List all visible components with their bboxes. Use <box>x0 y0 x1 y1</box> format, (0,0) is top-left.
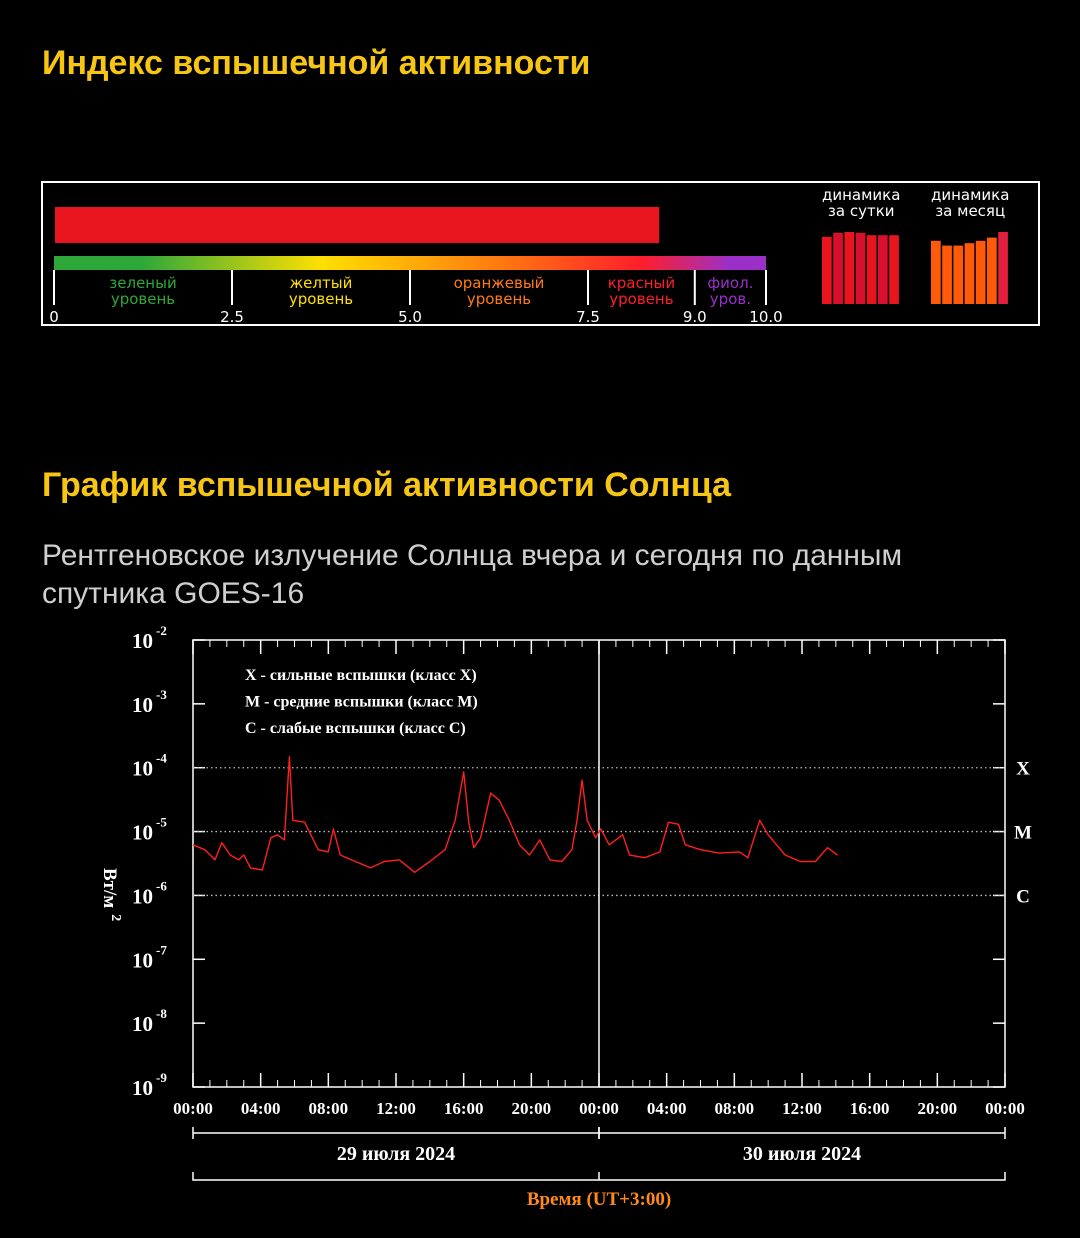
zone-label: желтый <box>290 274 353 292</box>
level-scale <box>54 256 766 270</box>
x-tick-label: 12:00 <box>376 1099 416 1118</box>
zone-label: уров. <box>710 290 751 308</box>
x-axis-title: Время (UT+3:00) <box>527 1189 671 1210</box>
bar <box>866 235 877 304</box>
zone-label: уровень <box>467 290 531 308</box>
y-tick-exp: -5 <box>156 815 167 830</box>
bar <box>953 245 964 304</box>
x-tick-label: 12:00 <box>782 1099 822 1118</box>
y-tick-label: 10 <box>132 948 153 972</box>
zone-label: красный <box>608 274 675 292</box>
y-tick-exp: -9 <box>156 1070 167 1085</box>
bar <box>844 232 855 304</box>
x-tick-label: 00:00 <box>173 1099 213 1118</box>
x-tick-label: 20:00 <box>917 1099 957 1118</box>
bar <box>998 232 1008 304</box>
y-tick-exp: -8 <box>156 1006 167 1021</box>
date-label: 30 июля 2024 <box>743 1143 861 1165</box>
mini-title: динамика <box>822 186 900 204</box>
bar <box>889 235 899 304</box>
tick-label: 7.5 <box>576 308 600 326</box>
tick-label: 9.0 <box>683 308 707 326</box>
bar <box>855 232 866 304</box>
mini-title: динамика <box>931 186 1009 204</box>
bar <box>931 240 941 304</box>
tick-label: 2.5 <box>220 308 244 326</box>
date-label: 29 июля 2024 <box>337 1143 455 1165</box>
bar <box>975 240 986 304</box>
x-tick-label: 08:00 <box>714 1099 754 1118</box>
index-frame <box>41 181 1040 326</box>
y-tick-label: 10 <box>132 1012 153 1036</box>
x-tick-label: 08:00 <box>308 1099 348 1118</box>
legend-note: M - средние вспышки (класс M) <box>245 694 478 711</box>
y-tick-label: 10 <box>132 693 153 717</box>
zone-label: фиол. <box>707 274 753 292</box>
subtitle: спутника GOES-16 <box>42 577 304 610</box>
x-tick-label: 00:00 <box>579 1099 619 1118</box>
mini-title: за месяц <box>935 202 1005 220</box>
y-axis-title: Вт/м 2 <box>99 868 123 921</box>
y-axis-title-text: Вт/м <box>99 868 120 908</box>
tick-label: 5.0 <box>398 308 422 326</box>
level-label: X <box>1016 759 1030 780</box>
zone-label: уровень <box>609 290 673 308</box>
mini-title: за сутки <box>828 202 895 220</box>
x-tick-label: 20:00 <box>511 1099 551 1118</box>
y-tick-label: 10 <box>132 757 153 781</box>
flux-line <box>192 755 838 873</box>
bar <box>878 235 888 304</box>
axis-bracket <box>192 1172 1006 1181</box>
y-tick-exp: -6 <box>156 878 167 893</box>
y-tick-exp: -2 <box>156 623 167 638</box>
y-tick-exp: -4 <box>156 751 167 766</box>
index-bar <box>55 207 660 243</box>
y-tick-label: 10 <box>132 884 153 908</box>
page-title: Индекс вспышечной активности <box>42 44 590 82</box>
bar <box>964 243 975 304</box>
legend-note: C - слабые вспышки (класс C) <box>245 720 466 737</box>
level-label: C <box>1016 886 1030 907</box>
x-tick-label: 16:00 <box>850 1099 890 1118</box>
zone-label: уровень <box>111 290 175 308</box>
y-tick-label: 10 <box>132 629 153 653</box>
y-tick-exp: -3 <box>156 687 167 702</box>
tick-label: 10.0 <box>749 308 782 326</box>
y-tick-label: 10 <box>132 821 153 845</box>
x-tick-label: 00:00 <box>985 1099 1025 1118</box>
y-tick-exp: -7 <box>156 942 167 957</box>
level-label: M <box>1014 823 1032 844</box>
bar <box>987 237 997 304</box>
y-tick-label: 10 <box>132 1076 153 1100</box>
tick-label: 0 <box>49 308 59 326</box>
subtitle: Рентгеновское излучение Солнца вчера и с… <box>42 539 902 572</box>
x-tick-label: 04:00 <box>241 1099 281 1118</box>
zone-label: уровень <box>289 290 353 308</box>
bar <box>822 236 832 304</box>
zone-label: оранжевый <box>454 274 545 292</box>
bar <box>942 245 952 304</box>
x-tick-label: 04:00 <box>647 1099 687 1118</box>
y-axis-title-exp: 2 <box>108 914 123 921</box>
bar <box>833 232 843 304</box>
chart-heading: График вспышечной активности Солнца <box>42 466 732 504</box>
zone-label: зеленый <box>109 274 176 292</box>
x-tick-label: 16:00 <box>444 1099 484 1118</box>
legend-note: X - сильные вспышки (класс X) <box>245 667 477 684</box>
